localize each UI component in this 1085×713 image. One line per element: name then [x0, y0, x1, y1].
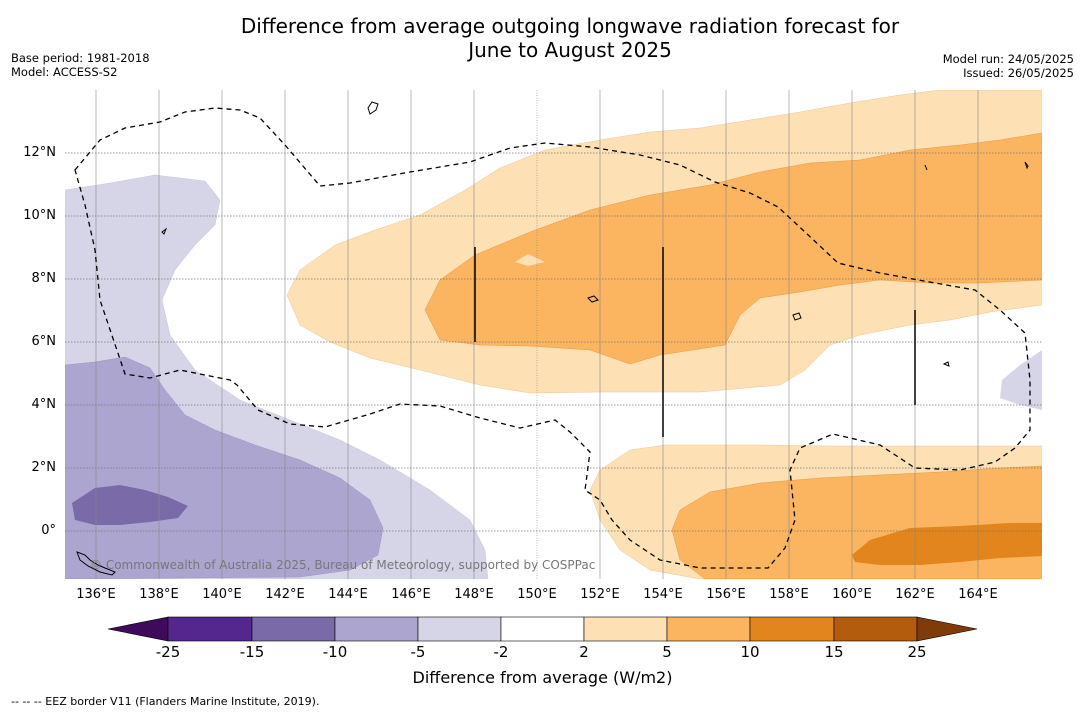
lon-label-144e: 144°E — [328, 587, 368, 602]
meta-left: Base period: 1981-2018 Model: ACCESS-S2 — [11, 51, 150, 79]
lat-label-12n: 12°N — [23, 145, 56, 160]
colorbar-extend-high — [916, 616, 978, 642]
eez-borders — [74, 107, 1031, 569]
eez-footnote: -- -- -- EEZ border V11 (Flanders Marine… — [11, 695, 320, 708]
atoll-lines — [474, 247, 916, 437]
anomaly-mid-orange-north — [424, 132, 1042, 365]
island-small-ne — [1024, 161, 1029, 170]
map-title-line2: June to August 2025 — [468, 38, 672, 62]
colorbar-bin-7 — [666, 616, 751, 642]
lat-label-8n: 8°N — [31, 271, 57, 286]
anomaly-light-purple-east — [1000, 350, 1042, 410]
colorbar-bin-6 — [583, 616, 668, 642]
islands — [76, 101, 1029, 576]
lon-label-142e: 142°E — [265, 587, 305, 602]
colorbar-tick: -5 — [410, 643, 426, 661]
base-period: Base period: 1981-2018 — [11, 51, 150, 65]
island-small-east — [942, 361, 950, 367]
colorbar-bin-8 — [749, 616, 835, 642]
lon-label-150e: 150°E — [517, 587, 557, 602]
lon-label-148e: 148°E — [454, 587, 494, 602]
lat-gridlines — [65, 152, 1042, 532]
lon-label-152e: 152°E — [580, 587, 620, 602]
island-guam — [367, 101, 379, 115]
lon-label-156e: 156°E — [706, 587, 746, 602]
colorbar-label: Difference from average (W/m2) — [412, 668, 673, 687]
map-title-line1: Difference from average outgoing longwav… — [240, 14, 900, 38]
colorbar-tick: 10 — [740, 643, 760, 661]
colorbar-bin-4 — [417, 616, 502, 642]
anomaly-light-orange-notch — [515, 254, 545, 266]
anomaly-dark-orange-south — [852, 523, 1042, 565]
meta-right: Model run: 24/05/2025 Issued: 26/05/2025 — [943, 52, 1074, 80]
lon-label-164e: 164°E — [958, 587, 998, 602]
colorbar-tick: 15 — [824, 643, 844, 661]
lat-label-2n: 2°N — [31, 460, 57, 475]
colorbar-bin-3 — [334, 616, 419, 642]
lon-label-138e: 138°E — [139, 587, 179, 602]
colorbar — [107, 616, 978, 642]
eez-border-palau-fsm-west — [74, 107, 1031, 569]
lon-label-146e: 146°E — [391, 587, 431, 602]
island-chuuk — [587, 295, 599, 303]
model-name: Model: ACCESS-S2 — [11, 65, 118, 79]
island-yap — [161, 227, 168, 235]
colorbar-tick: -2 — [493, 643, 509, 661]
map-title: Difference from average outgoing longwav… — [0, 14, 1085, 62]
lon-label-160e: 160°E — [832, 587, 872, 602]
colorbar-tick: 2 — [579, 643, 589, 661]
colorbar-tick: -15 — [239, 643, 265, 661]
colorbar-bin-9 — [833, 616, 918, 642]
colorbar-tick: 5 — [662, 643, 672, 661]
lat-label-0: 0° — [41, 523, 56, 538]
colorbar-bin-2 — [251, 616, 336, 642]
island-kosrae — [792, 312, 802, 321]
lon-label-136e: 136°E — [76, 587, 116, 602]
lon-label-140e: 140°E — [202, 587, 242, 602]
island-palau — [76, 551, 116, 576]
lon-label-158e: 158°E — [769, 587, 809, 602]
lon-label-162e: 162°E — [895, 587, 935, 602]
colorbar-bin-1 — [167, 616, 253, 642]
colorbar-tick: -10 — [322, 643, 348, 661]
model-run: Model run: 24/05/2025 — [942, 52, 1074, 66]
lat-label-10n: 10°N — [23, 208, 56, 223]
copyright-notice: © Commonwealth of Australia 2025, Bureau… — [90, 558, 596, 572]
colorbar-tick: 25 — [907, 643, 927, 661]
lat-label-4n: 4°N — [31, 397, 57, 412]
island-small-ne2 — [924, 164, 928, 171]
colorbar-extend-low — [107, 616, 169, 642]
colorbar-bin-5 — [500, 616, 585, 642]
lat-label-6n: 6°N — [31, 334, 57, 349]
issued-date: Issued: 26/05/2025 — [963, 66, 1074, 80]
lon-label-154e: 154°E — [643, 587, 683, 602]
colorbar-tick: -25 — [155, 643, 181, 661]
